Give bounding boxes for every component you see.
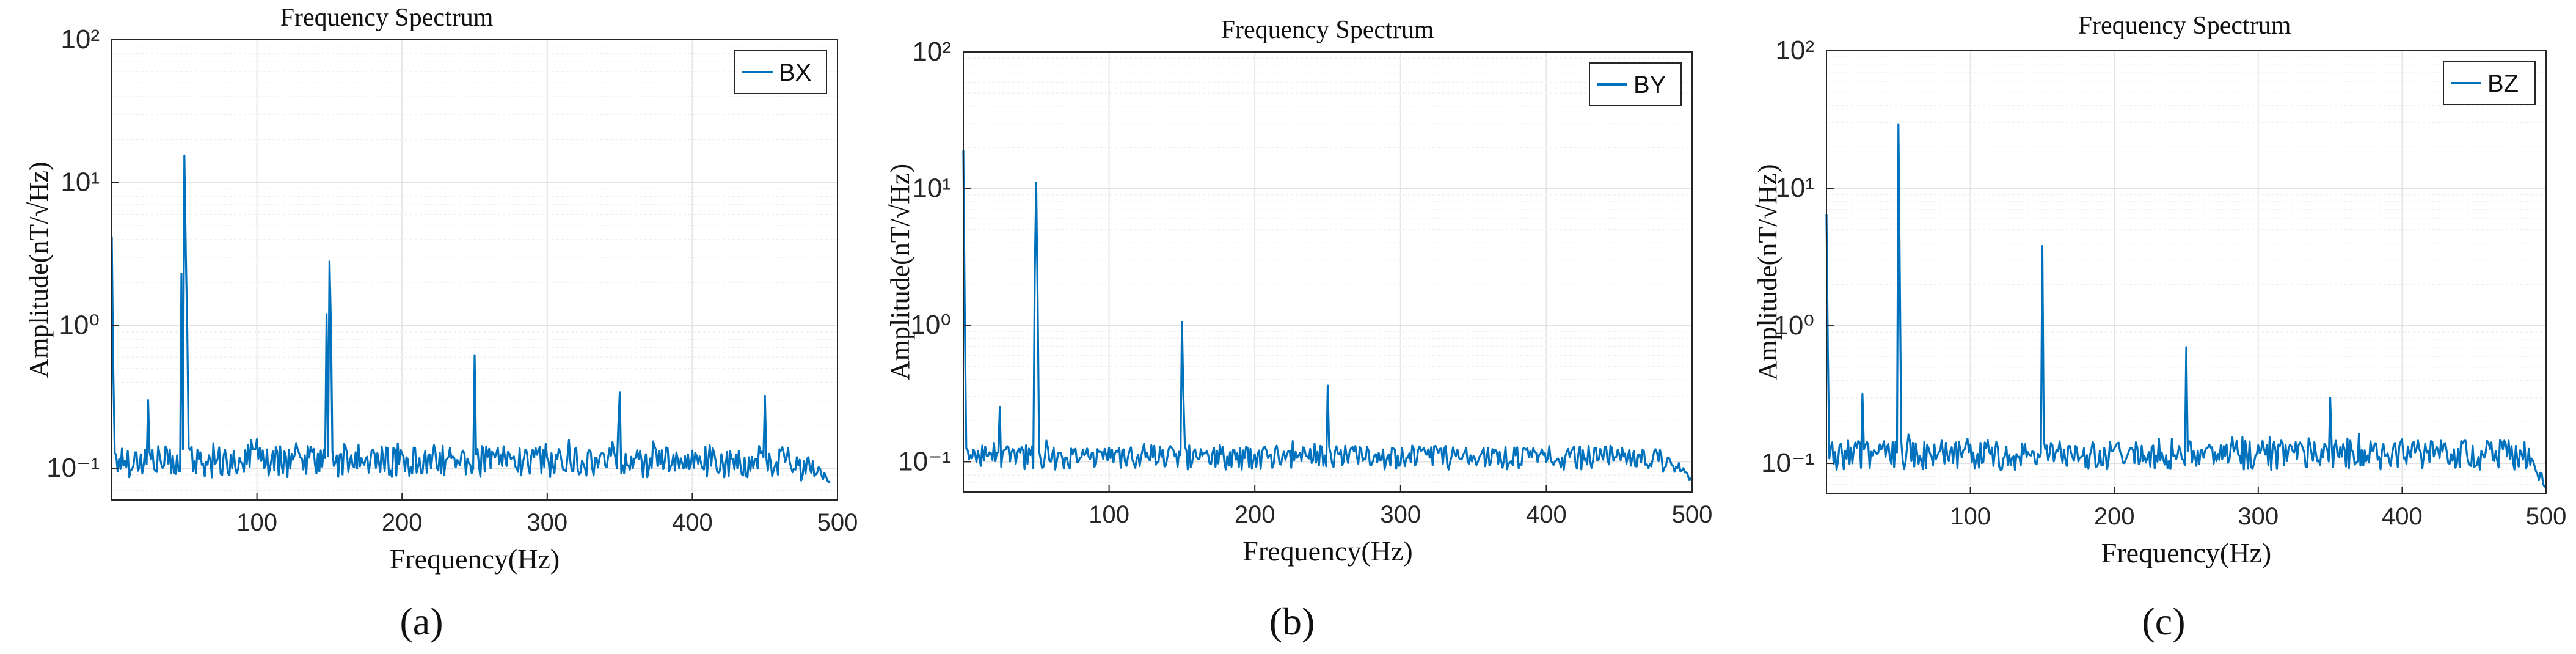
- axes-frame: [963, 51, 1693, 493]
- x-axis-label: Frequency(Hz): [390, 543, 560, 575]
- y-tick-label: 10⁰: [59, 310, 100, 340]
- x-axis-label: Frequency(Hz): [1242, 535, 1412, 567]
- y-tick-label: 10²: [912, 37, 951, 67]
- chart-title: Frequency Spectrum: [280, 4, 494, 32]
- y-tick-label: 10⁰: [1773, 310, 1814, 340]
- x-tick-label: 500: [1672, 501, 1713, 528]
- x-tick-label: 200: [2094, 503, 2135, 530]
- plot-area: [112, 40, 837, 500]
- chart-panel: 100 200 300 400 500 10⁻¹ 10⁰ 10¹ 10² Frequency Sp…: [885, 16, 1712, 643]
- chart-title: Frequency Spectrum: [2078, 12, 2291, 40]
- series-line-by: [962, 150, 1693, 481]
- y-tick-label: 10⁰: [910, 310, 951, 340]
- x-tick-label: 500: [817, 509, 858, 536]
- x-axis-label: Frequency(Hz): [2101, 537, 2271, 568]
- x-tick-label: 400: [2382, 503, 2423, 530]
- x-tick-label: 100: [1950, 503, 1991, 530]
- y-tick-label: 10¹: [912, 173, 951, 203]
- x-tick-label: 300: [1380, 501, 1421, 528]
- series-line-bz: [1825, 123, 2547, 488]
- x-tick-label: 200: [1235, 501, 1275, 528]
- legend-label: BX: [779, 59, 811, 86]
- x-tick-label: 200: [382, 509, 423, 536]
- y-tick-label: 10¹: [1775, 173, 1814, 203]
- panel-caption: (c): [2142, 600, 2185, 643]
- legend: BZ: [2443, 61, 2536, 105]
- y-axis-label: Amplitude(nT/√Hz): [885, 164, 915, 380]
- chart-panel: 100 200 300 400 500 10⁻¹ 10⁰ 10¹ 10² Frequency Sp…: [1753, 12, 2566, 643]
- legend-label: BZ: [2487, 70, 2519, 97]
- axes-frame: [111, 39, 838, 501]
- y-axis-label: Amplitude(nT/√Hz): [1753, 164, 1782, 380]
- x-tick-label: 100: [236, 509, 277, 536]
- axes-frame: [1826, 50, 2547, 494]
- x-tick-label: 300: [2238, 503, 2279, 530]
- chart-panels: 100 200 300 400 500 10⁻¹ 10⁰ 10¹ 10² Frequency Sp…: [24, 4, 2566, 643]
- series-line-bx: [111, 154, 831, 483]
- chart-title: Frequency Spectrum: [1221, 16, 1434, 44]
- panel-caption: (b): [1269, 600, 1315, 643]
- y-tick-label: 10⁻¹: [46, 453, 100, 483]
- y-tick-label: 10²: [60, 24, 100, 54]
- legend: BX: [734, 50, 827, 94]
- x-tick-label: 500: [2526, 503, 2567, 530]
- y-tick-label: 10⁻¹: [1761, 448, 1814, 478]
- legend-label: BY: [1633, 72, 1666, 98]
- plot-area: [1826, 51, 2546, 494]
- chart-panel: 100 200 300 400 500 10⁻¹ 10⁰ 10¹ 10² Frequency Sp…: [24, 4, 858, 643]
- panel-caption: (a): [400, 600, 443, 643]
- x-tick-label: 400: [672, 509, 713, 536]
- legend: BY: [1589, 62, 1682, 106]
- y-tick-label: 10²: [1775, 35, 1814, 65]
- y-tick-label: 10¹: [60, 167, 100, 197]
- x-tick-label: 300: [527, 509, 567, 536]
- y-tick-label: 10⁻¹: [898, 446, 951, 476]
- y-axis-label: Amplitude(nT/√Hz): [24, 161, 54, 378]
- x-tick-label: 100: [1089, 501, 1129, 528]
- x-tick-label: 400: [1526, 501, 1567, 528]
